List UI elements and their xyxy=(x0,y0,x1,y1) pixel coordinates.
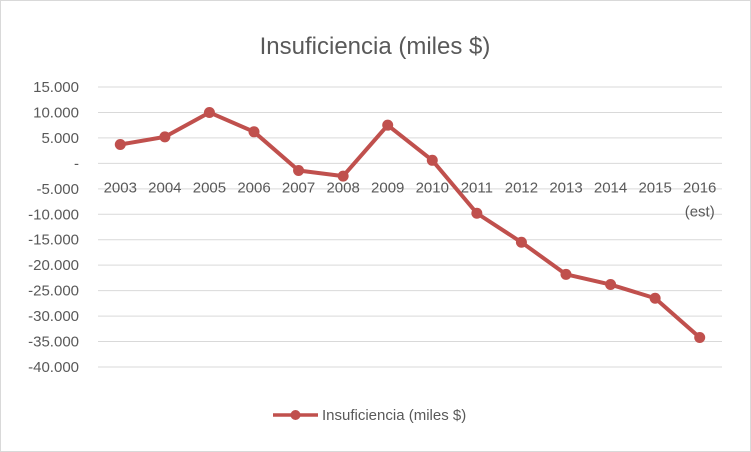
x-tick-label: 2005 xyxy=(193,179,226,196)
legend: Insuficiencia (miles $) xyxy=(273,407,466,424)
data-point xyxy=(605,279,617,291)
x-tick-label: 2013 xyxy=(549,179,582,196)
x-tick-label: 2010 xyxy=(416,179,449,196)
data-point xyxy=(248,126,260,138)
data-point xyxy=(694,331,706,343)
legend-label: Insuficiencia (miles $) xyxy=(322,407,466,424)
x-tick-label: 2011 xyxy=(461,179,493,196)
data-point xyxy=(337,170,349,182)
series-line xyxy=(118,110,702,340)
chart-title: Insuficiencia (miles $) xyxy=(260,33,491,60)
x-tick-label: 2004 xyxy=(148,179,181,196)
gridlines xyxy=(98,86,722,368)
x-tick-label: 2012 xyxy=(505,179,538,196)
y-tick-label: -40.000 xyxy=(28,359,79,376)
data-point xyxy=(382,119,394,131)
data-point xyxy=(471,207,483,219)
data-point xyxy=(159,131,171,143)
y-tick-label: -25.000 xyxy=(28,283,79,300)
x-tick-label: 2014 xyxy=(594,179,627,196)
y-tick-label: 15.000 xyxy=(33,79,79,96)
y-tick-label: -35.000 xyxy=(28,334,79,351)
y-tick-label: - xyxy=(74,155,79,172)
x-tick-label: (est) xyxy=(685,203,715,220)
y-tick-label: 10.000 xyxy=(33,104,79,121)
data-point xyxy=(114,139,126,151)
x-tick-label: 2003 xyxy=(104,179,137,196)
x-tick-label: 2007 xyxy=(282,179,315,196)
series-group xyxy=(114,106,706,343)
data-point xyxy=(515,236,527,248)
x-tick-label: 2009 xyxy=(371,179,404,196)
data-point xyxy=(649,292,661,304)
data-point xyxy=(203,106,215,118)
x-tick-label: 2008 xyxy=(326,179,359,196)
y-tick-label: -30.000 xyxy=(28,308,79,325)
data-point xyxy=(293,164,305,176)
y-tick-label: -10.000 xyxy=(28,206,79,223)
y-axis-tick-labels: 15.000 10.000 5.000 - -5.000 -10.000 -15.000 -2… xyxy=(28,79,79,376)
x-tick-label: 2015 xyxy=(638,179,671,196)
x-tick-label: 2016 xyxy=(683,179,716,196)
x-axis-tick-labels: 2003 2004 2005 2006 2007 2008 2009 2010 2011 2012… xyxy=(104,179,717,220)
data-point xyxy=(426,154,438,166)
data-point xyxy=(560,268,572,280)
legend-marker-swatch xyxy=(290,410,301,420)
y-tick-label: -20.000 xyxy=(28,257,79,274)
y-tick-label: -15.000 xyxy=(28,232,79,249)
y-tick-label: -5.000 xyxy=(36,181,79,198)
x-tick-label: 2006 xyxy=(237,179,270,196)
y-tick-label: 5.000 xyxy=(41,130,79,147)
